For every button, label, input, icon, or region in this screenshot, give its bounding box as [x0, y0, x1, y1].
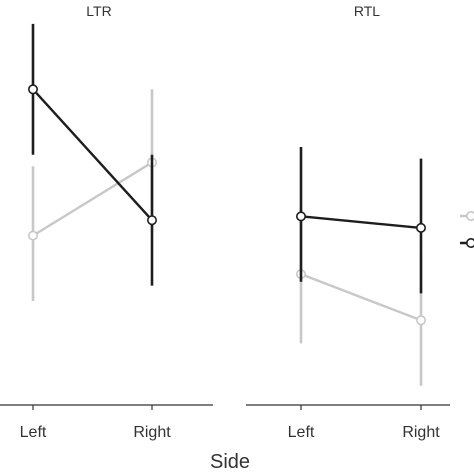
- series-line: [300, 272, 422, 322]
- series-line: [32, 161, 153, 237]
- x-tick-label: Right: [402, 424, 440, 441]
- series-2: [295, 147, 426, 294]
- data-point: [415, 315, 426, 326]
- data-point: [295, 211, 306, 222]
- series-1: [27, 89, 158, 302]
- x-axis-title: Side: [210, 451, 250, 473]
- panels-layer: LTR Left Right RTL Left Right: [0, 3, 450, 441]
- legend: [460, 211, 474, 248]
- series-1: [295, 208, 426, 386]
- x-tick-label: Left: [20, 424, 47, 441]
- legend-key-1: [460, 211, 474, 221]
- data-point: [27, 84, 38, 95]
- panel-title: LTR: [86, 3, 111, 19]
- data-point: [27, 230, 38, 241]
- panel-title: RTL: [354, 3, 380, 19]
- series-line: [32, 88, 153, 222]
- panel-ltr: LTR Left Right: [0, 3, 213, 441]
- legend-marker: [466, 211, 474, 221]
- x-tick-label: Right: [133, 424, 171, 441]
- series-2: [27, 23, 158, 286]
- legend-key-2: [460, 238, 474, 248]
- data-point: [415, 222, 426, 233]
- legend-marker: [466, 238, 474, 248]
- panel-rtl: RTL Left Right: [246, 3, 450, 441]
- series-line: [300, 215, 422, 230]
- x-tick-label: Left: [288, 424, 315, 441]
- data-point: [147, 215, 158, 226]
